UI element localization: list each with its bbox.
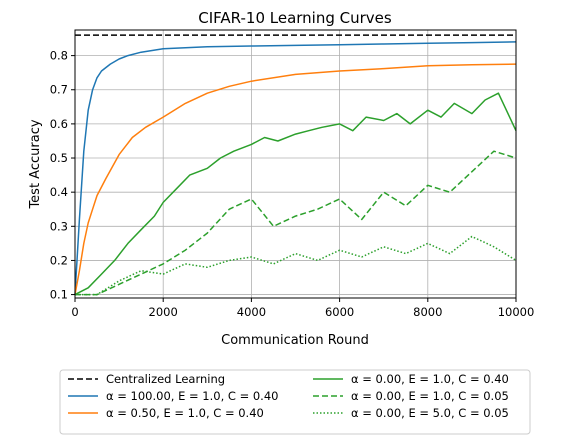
- series-layer: [74, 34, 517, 296]
- series-line-1: [74, 41, 517, 295]
- y-tick-label: 0.5: [50, 151, 68, 165]
- x-axis: 0 2000 4000 6000 8000 10000: [71, 298, 534, 319]
- y-axis: 0.1 0.2 0.3 0.4 0.5 0.6 0.7 0.8: [50, 49, 75, 302]
- legend-label: α = 100.00, E = 1.0, C = 0.40: [106, 389, 278, 403]
- legend-label: Centralized Learning: [106, 372, 225, 386]
- grid: [74, 30, 517, 298]
- legend-frame: [59, 369, 531, 435]
- y-axis-label: Test Accuracy: [28, 119, 43, 209]
- x-tick-label: 8000: [413, 305, 442, 319]
- legend-label: α = 0.50, E = 1.0, C = 0.40: [106, 406, 264, 420]
- y-tick-label: 0.1: [50, 288, 68, 302]
- x-tick-label: 10000: [498, 305, 535, 319]
- y-tick-label: 0.3: [50, 219, 68, 233]
- y-tick-label: 0.4: [50, 185, 68, 199]
- series-line-4: [75, 150, 517, 296]
- legend-label: α = 0.00, E = 1.0, C = 0.05: [351, 389, 509, 403]
- x-tick-label: 2000: [149, 305, 178, 319]
- chart-title: CIFAR-10 Learning Curves: [198, 9, 392, 27]
- legend: Centralized Learning α = 100.00, E = 1.0,…: [68, 372, 509, 420]
- series-line-3: [74, 92, 517, 296]
- x-tick-label: 6000: [325, 305, 354, 319]
- y-tick-label: 0.6: [50, 117, 68, 131]
- series-line-2: [74, 63, 517, 295]
- y-tick-label: 0.8: [50, 49, 68, 63]
- series-line-5: [75, 235, 517, 296]
- legend-label: α = 0.00, E = 5.0, C = 0.05: [351, 406, 509, 420]
- y-tick-label: 0.7: [50, 83, 68, 97]
- y-tick-label: 0.2: [50, 253, 68, 267]
- x-tick-label: 4000: [237, 305, 266, 319]
- x-axis-label: Communication Round: [221, 333, 369, 348]
- x-tick-label: 0: [71, 305, 78, 319]
- plot-frame: [74, 29, 517, 299]
- legend-label: α = 0.00, E = 1.0, C = 0.40: [351, 372, 509, 386]
